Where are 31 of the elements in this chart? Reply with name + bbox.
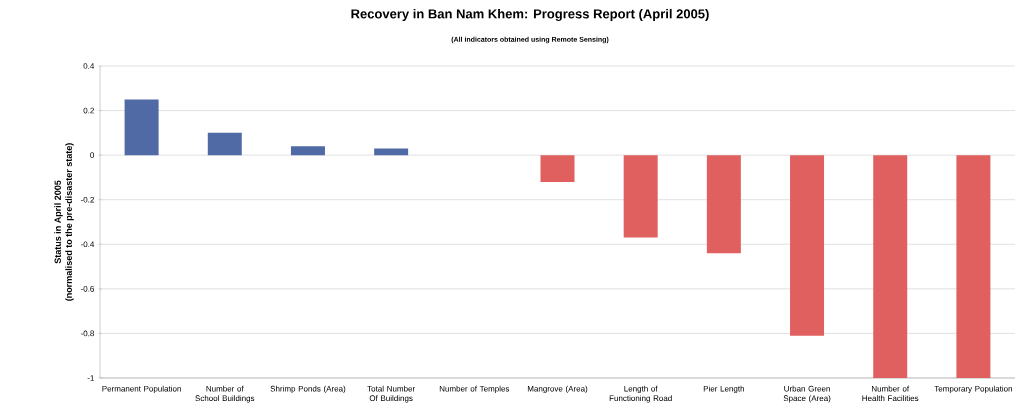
y-tick-label: -0.2 (80, 196, 94, 203)
bar (290, 146, 325, 156)
bar (207, 132, 242, 156)
y-tick-label: 0.2 (83, 107, 94, 114)
x-tick-label: Urban Green Space (Area) (783, 385, 831, 403)
bar (623, 155, 658, 238)
x-tick-label: Mangrove (Area) (527, 385, 588, 394)
y-tick-label: -0.6 (80, 286, 94, 292)
bar (956, 155, 991, 378)
bar (374, 148, 409, 156)
bar (790, 155, 825, 336)
x-tick-label: Shrimp Ponds (Area) (270, 385, 346, 394)
chart-title: Recovery in Ban Nam Khem: Progress Report (April 2005) (351, 8, 709, 22)
bar (706, 155, 741, 254)
x-tick-label: Number of Temples (439, 385, 510, 394)
x-tick-label: Length of Functioning Road (609, 385, 672, 403)
bar (540, 155, 575, 182)
x-tick-label: Pier Length (703, 385, 745, 394)
y-tick-label: 0 (90, 152, 95, 158)
x-tick-label: Temporary Population (934, 385, 1012, 394)
bar (873, 155, 908, 378)
x-tick-label: Number of School Buildings (195, 385, 255, 403)
x-tick-label: Total Number Of Buildings (367, 385, 415, 403)
y-axis-title: Status in April 2005 (normalised to the pre-disaster state) (54, 143, 74, 301)
bar (124, 99, 159, 156)
y-tick-label: -1 (87, 375, 94, 381)
x-tick-label: Number of Health Facilities (862, 385, 919, 402)
y-tick-label: -0.4 (80, 241, 95, 248)
x-tick-label: Permanent Population (102, 385, 181, 394)
y-tick-label: -0.8 (80, 330, 94, 337)
y-tick-label: 0.4 (83, 63, 95, 69)
